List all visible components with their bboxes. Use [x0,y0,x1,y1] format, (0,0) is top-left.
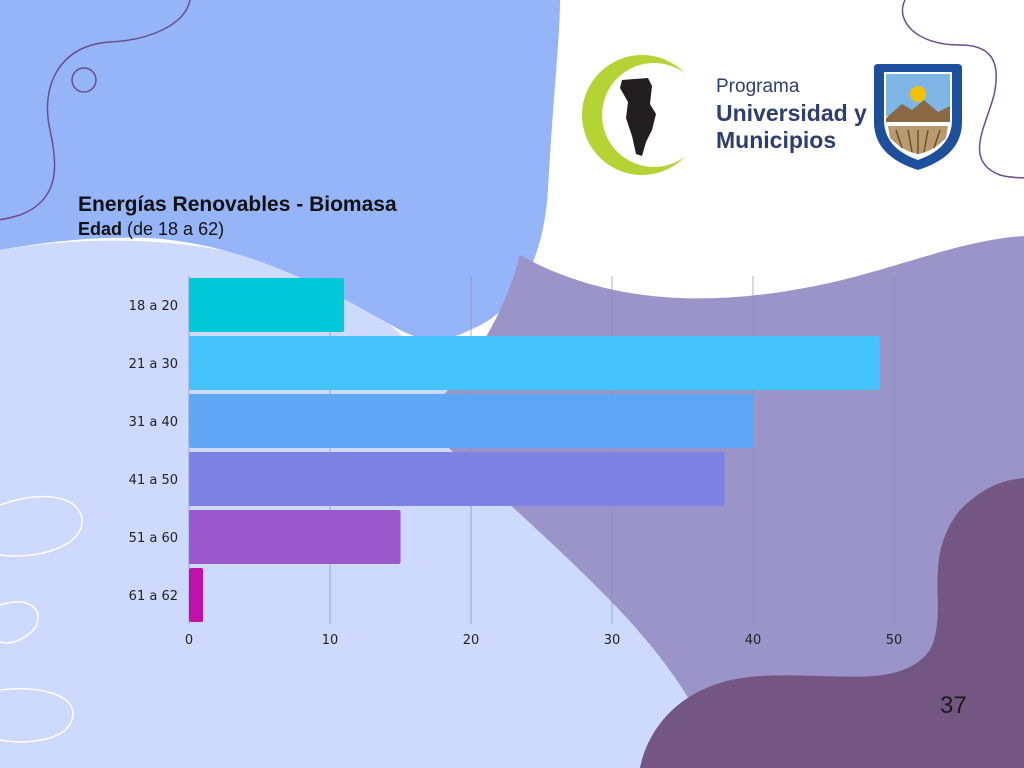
category-label: 61 a 62 [129,589,178,604]
university-shield-logo [874,64,962,170]
page-number: 37 [940,692,967,719]
subtitle-rest: (de 18 a 62) [122,219,225,239]
sun-icon [910,86,926,102]
subtitle-bold: Edad [78,219,123,239]
title-block: Energías Renovables - Biomasa Edad (de 1… [78,192,397,240]
bar-18-a-20 [189,278,345,332]
bar-51-a-60 [189,510,401,564]
bar-21-a-30 [189,336,880,390]
category-label: 51 a 60 [129,531,178,546]
x-tick-label: 40 [745,633,762,648]
bar-31-a-40 [189,394,753,448]
category-label: 41 a 50 [129,473,178,488]
category-label: 21 a 30 [129,357,178,372]
chart-title: Energías Renovables - Biomasa [78,193,397,216]
category-label: 18 a 20 [129,299,178,314]
chart-subtitle: Edad (de 18 a 62) [78,218,397,240]
x-tick-label: 30 [604,633,621,648]
x-tick-label: 0 [185,633,193,648]
program-line1: Programa [716,76,800,97]
x-tick-label: 10 [322,633,339,648]
category-label: 31 a 40 [129,415,178,430]
bar-41-a-50 [189,452,725,506]
programa-logo: Programa Universidad y Municipios [582,55,867,175]
province-map-icon [620,78,656,156]
x-tick-label: 20 [463,633,480,648]
bar-61-a-62 [189,568,204,622]
program-line3: Municipios [716,127,836,153]
x-tick-label: 50 [886,633,903,648]
program-line2: Universidad y [716,100,867,126]
